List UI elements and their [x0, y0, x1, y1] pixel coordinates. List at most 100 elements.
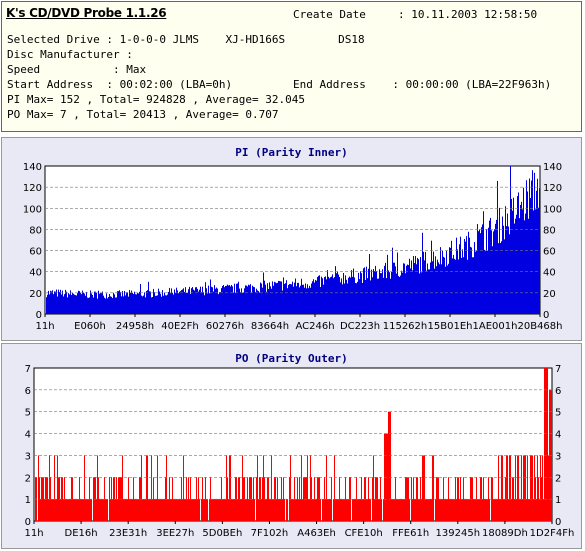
data-bar: [181, 290, 182, 314]
y-tick-label-right: 140: [543, 162, 562, 173]
data-bar: [63, 296, 64, 314]
x-tick-label: 1AE001h: [473, 321, 518, 332]
data-bar: [187, 292, 188, 314]
data-bar: [391, 499, 392, 521]
data-bar: [469, 499, 470, 521]
y-tick-label-right: 1: [555, 495, 561, 506]
data-bar: [60, 499, 61, 521]
data-bar: [235, 293, 236, 314]
data-bar: [307, 284, 308, 314]
data-bar: [53, 294, 54, 314]
data-bar: [328, 499, 329, 521]
data-bar: [69, 499, 70, 521]
data-bar: [177, 499, 178, 521]
data-bar: [485, 251, 486, 314]
data-bar: [200, 286, 201, 314]
data-bar: [266, 291, 267, 314]
data-bar: [351, 270, 352, 314]
data-bar: [517, 196, 518, 314]
data-bar: [133, 477, 134, 521]
data-bar: [458, 259, 459, 314]
data-bar: [253, 286, 254, 314]
data-bar: [297, 282, 298, 314]
data-bar: [492, 246, 493, 314]
data-bar: [78, 290, 79, 314]
data-bar: [486, 499, 487, 521]
data-bar: [520, 499, 521, 521]
data-bar: [152, 499, 153, 521]
data-bar: [162, 290, 163, 314]
data-bar: [378, 499, 379, 521]
data-bar: [43, 477, 44, 521]
data-bar: [220, 291, 221, 314]
create-date-label: Create Date: [293, 8, 366, 21]
data-bar: [451, 499, 452, 521]
data-bar: [323, 499, 324, 521]
data-bar: [373, 268, 374, 314]
data-bar: [211, 286, 212, 314]
data-bar: [154, 292, 155, 314]
data-bar: [501, 241, 502, 314]
data-bar: [490, 217, 491, 314]
data-bar: [159, 499, 160, 521]
data-bar: [229, 285, 230, 314]
data-bar: [433, 455, 434, 521]
data-bar: [55, 291, 56, 314]
data-bar: [436, 266, 437, 314]
data-bar: [358, 272, 359, 314]
data-bar: [356, 283, 357, 314]
data-bar: [310, 455, 311, 521]
data-bar: [225, 499, 226, 521]
data-bar: [130, 499, 131, 521]
data-bar: [82, 499, 83, 521]
data-bar: [484, 249, 485, 314]
data-bar: [118, 291, 119, 314]
po-chart: PO (Parity Outer) 0 0 1 1 2 2 3 3 4 4 5 5 6 6 7 7 11h DE16…: [24, 352, 574, 539]
data-bar: [212, 287, 213, 314]
data-bar: [409, 258, 410, 314]
data-bar: [516, 214, 517, 314]
data-bar: [58, 477, 59, 521]
data-bar: [538, 477, 539, 521]
data-bar: [98, 290, 99, 314]
data-bar: [213, 499, 214, 521]
data-bar: [206, 499, 207, 521]
data-bar: [485, 499, 486, 521]
data-bar: [530, 455, 531, 521]
data-bar: [123, 499, 124, 521]
data-bar: [507, 455, 508, 521]
data-bar: [71, 294, 72, 314]
data-bar: [177, 290, 178, 314]
data-bar: [185, 287, 186, 314]
data-bar: [519, 499, 520, 521]
data-bar: [112, 499, 113, 521]
y-tick-label-left: 3: [25, 451, 31, 462]
data-bar: [459, 499, 460, 521]
data-bar: [139, 291, 140, 314]
data-bar: [80, 499, 81, 521]
data-bar: [310, 287, 311, 314]
data-bar: [487, 251, 488, 314]
data-bar: [511, 499, 512, 521]
data-bar: [276, 283, 277, 314]
data-bar: [347, 283, 348, 314]
data-bar: [444, 499, 445, 521]
data-bar: [138, 499, 139, 521]
data-bar: [79, 291, 80, 314]
data-bar: [435, 499, 436, 521]
data-bar: [105, 298, 106, 314]
data-bar: [321, 276, 322, 314]
data-bar: [204, 499, 205, 521]
data-bar: [271, 288, 272, 314]
data-bar: [137, 499, 138, 521]
data-bar: [441, 264, 442, 314]
data-bar: [251, 292, 252, 314]
data-bar: [339, 276, 340, 314]
data-bar: [354, 277, 355, 314]
data-bar: [426, 499, 427, 521]
data-bar: [509, 455, 510, 521]
data-bar: [521, 455, 522, 521]
data-bar: [284, 283, 285, 314]
data-bar: [147, 290, 148, 314]
data-bar: [451, 240, 452, 314]
